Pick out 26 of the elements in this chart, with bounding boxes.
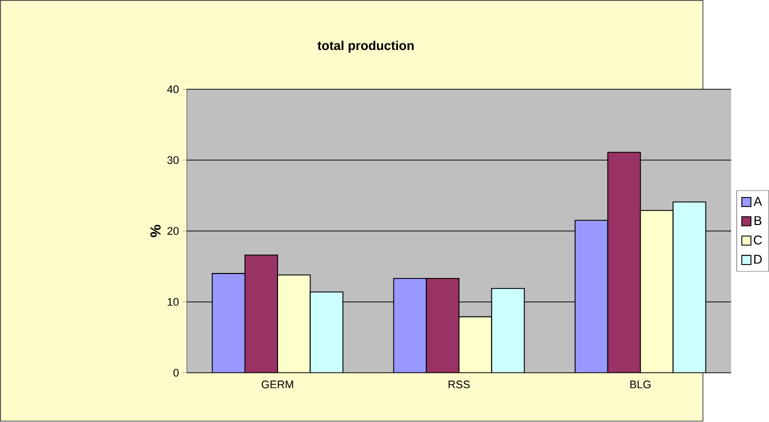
legend-label: D: [754, 255, 762, 264]
bar: [672, 202, 706, 373]
bar: [393, 278, 427, 373]
bar: [426, 278, 460, 373]
x-tick-label: RSS: [448, 380, 470, 388]
y-tick-label: 30: [167, 156, 179, 164]
bar: [212, 273, 246, 373]
bar: [640, 210, 674, 373]
bar: [607, 152, 641, 373]
bar: [277, 274, 311, 373]
y-tick-label: 20: [167, 227, 179, 235]
bar: [458, 316, 492, 373]
x-tick-label: BLG: [630, 380, 651, 388]
bar: [310, 292, 344, 373]
y-tick-label: 10: [168, 298, 179, 306]
bar: [574, 220, 608, 373]
legend-label: C: [754, 236, 762, 245]
y-tick-label: 0: [173, 369, 179, 377]
bar: [491, 288, 525, 373]
legend-label: A: [754, 197, 762, 206]
legend-label: B: [754, 216, 762, 226]
y-axis-title: %: [150, 225, 161, 238]
y-tick-label: 40: [167, 85, 179, 94]
chart-title: total production: [318, 40, 414, 53]
x-tick-label: GERM: [262, 380, 294, 388]
bar: [244, 254, 278, 373]
